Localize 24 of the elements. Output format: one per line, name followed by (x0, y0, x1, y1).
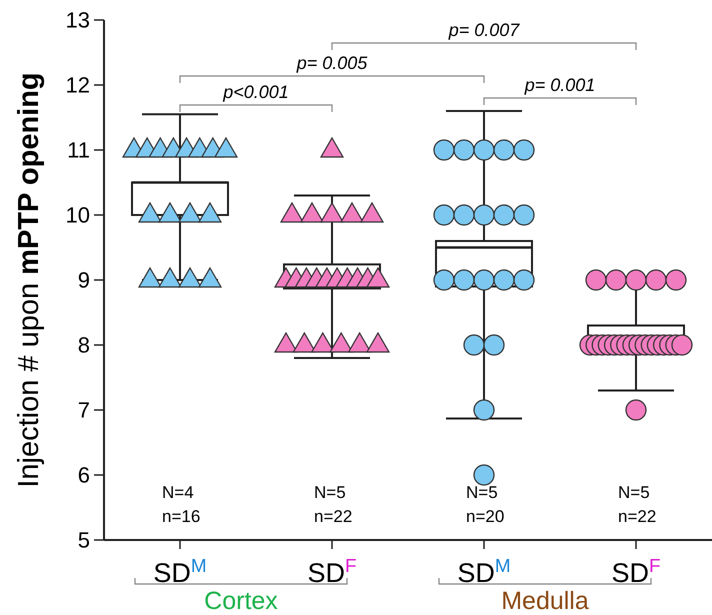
x-tick-label: SD$^{F}$ (307, 556, 357, 588)
y-axis-title: Injection # upon mPTP opening (13, 72, 45, 488)
annotation: N=5 n=22 (314, 483, 352, 526)
annotation: p<0.001 (222, 82, 289, 102)
x-tick-label: SD$^{M}$ (153, 556, 207, 588)
y-tick-label: 9 (78, 268, 90, 293)
annotation: N=5 n=20 (466, 483, 504, 526)
x-tick-label: SD$^{F}$ (611, 556, 661, 588)
x-axis-title: Medulla (501, 587, 589, 615)
annotation: p= 0.005 (296, 53, 368, 73)
y-tick-label: 10 (66, 202, 90, 228)
y-tick-label: 13 (66, 8, 90, 33)
annotation: p= 0.001 (524, 75, 596, 95)
y-tick-label: 8 (78, 332, 90, 358)
annotation: N=5 n=22 (618, 483, 656, 526)
annotation: N=4 n=16 (162, 483, 200, 526)
x-tick-label: SD$^{M}$ (457, 556, 511, 588)
annotation: p= 0.007 (448, 20, 520, 40)
y-tick-label: 5 (78, 528, 90, 553)
x-axis-title: Cortex (204, 587, 278, 615)
y-tick-label: 11 (67, 138, 90, 163)
y-tick-label: 6 (78, 462, 90, 488)
y-tick-label: 7 (78, 398, 90, 423)
y-tick-label: 12 (66, 72, 90, 98)
